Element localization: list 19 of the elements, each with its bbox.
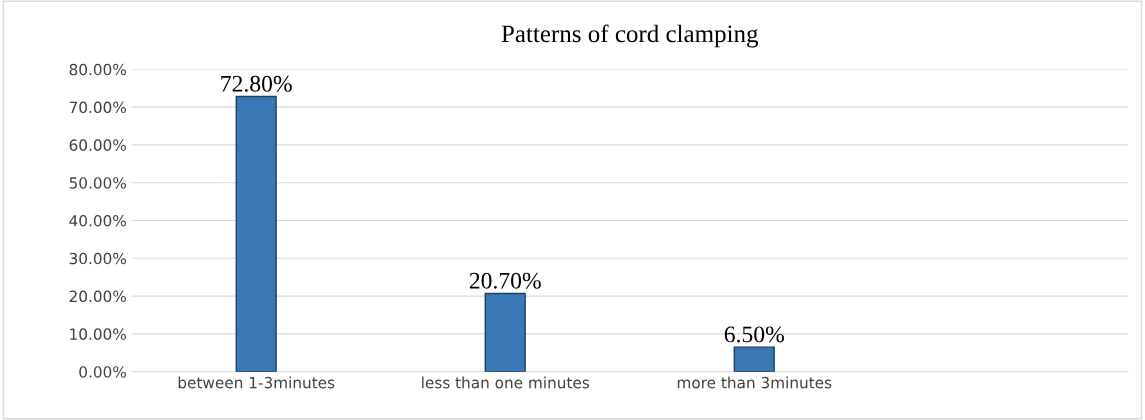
y-tick-label: 0.00% <box>79 366 126 378</box>
y-tick-label: 40.00% <box>69 214 126 227</box>
y-tick-label: 60.00% <box>69 139 126 151</box>
y-tick-label: 10.00% <box>70 328 126 340</box>
data-label: 6.50% <box>724 326 784 343</box>
y-tick-label: 70.00% <box>69 101 126 114</box>
x-tick-label: more than 3minutes <box>677 376 832 389</box>
x-tick-label: less than one minutes <box>422 376 590 389</box>
data-label: 20.70% <box>469 272 541 289</box>
y-tick-label: 30.00% <box>69 252 126 265</box>
bar <box>484 292 526 372</box>
bar <box>235 95 277 372</box>
y-tick-label: 80.00% <box>69 63 126 76</box>
y-tick-label: 20.00% <box>69 290 126 303</box>
bar <box>733 346 775 372</box>
data-label: 72.80% <box>221 75 292 92</box>
y-tick-label: 50.00% <box>69 177 126 189</box>
x-tick-label: between 1-3minutes <box>178 376 335 389</box>
chart-title: Patterns of cord clamping <box>501 24 759 48</box>
